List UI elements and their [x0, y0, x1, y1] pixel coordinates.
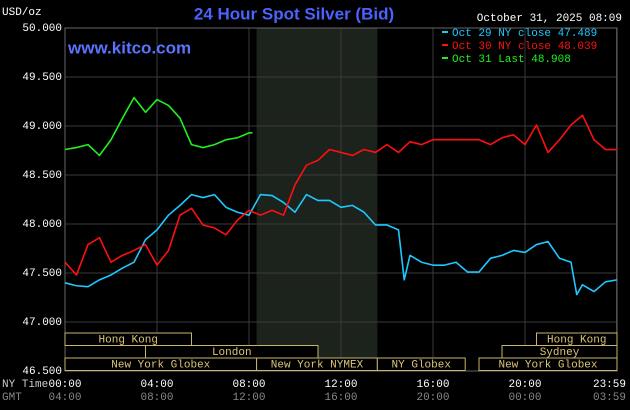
x-tick-label: 08:00	[232, 379, 265, 391]
legend-entry: Oct 29 NY close 47.489	[452, 28, 597, 40]
x-tick-label: 04:00	[140, 379, 173, 391]
legend-swatch	[442, 31, 448, 33]
series-line	[64, 96, 253, 157]
session-label: New York Globex	[111, 360, 210, 372]
x2-tick-label: 08:00	[140, 392, 173, 404]
session-label: New York NYMEX	[271, 360, 364, 372]
legend-swatch	[442, 57, 448, 59]
y-tick-label: 48.500	[22, 170, 62, 182]
session-box	[64, 332, 192, 346]
legend-swatch	[442, 44, 448, 46]
session-label: Hong Kong	[99, 335, 158, 347]
y-tick-label: 47.500	[22, 268, 62, 280]
timestamp: October 31, 2025 08:09	[477, 13, 622, 25]
y-tick-label: 47.000	[22, 317, 62, 329]
session-label: Sydney	[540, 347, 580, 359]
x-tick-label: 23:59	[593, 379, 626, 391]
unit-label: USD/oz	[2, 7, 42, 19]
website: www.kitco.com	[67, 38, 191, 57]
y-tick-label: 49.500	[22, 72, 62, 84]
x-tick-label: 16:00	[416, 379, 449, 391]
x2-tick-label: 03:59	[593, 392, 626, 404]
session-label: New York Globex	[498, 360, 597, 372]
legend-entry: Oct 30 NY close 48.039	[452, 41, 597, 53]
legend-entry: Oct 31 Last 48.908	[452, 54, 571, 66]
x-tick-label: 12:00	[324, 379, 357, 391]
x2-row-label: GMT	[2, 392, 22, 404]
series-line	[64, 193, 618, 296]
x-tick-label: 20:00	[508, 379, 541, 391]
x2-tick-label: 20:00	[416, 392, 449, 404]
y-tick-label: 50.000	[22, 23, 62, 35]
x-row-label: NY Time	[2, 379, 48, 391]
session-label: NY Globex	[392, 360, 452, 372]
x2-tick-label: 04:00	[48, 392, 81, 404]
x2-tick-label: 12:00	[232, 392, 265, 404]
y-tick-label: 49.000	[22, 121, 62, 133]
chart-title: 24 Hour Spot Silver (Bid)	[194, 4, 394, 23]
y-tick-label: 46.500	[22, 366, 62, 378]
x-tick-label: 00:00	[48, 379, 81, 391]
session-box	[376, 357, 466, 371]
x2-tick-label: 16:00	[324, 392, 357, 404]
series-line	[64, 114, 617, 276]
session-box	[478, 357, 618, 371]
session-label: Hong Kong	[547, 335, 606, 347]
x2-tick-label: 00:00	[508, 392, 541, 404]
session-label: London	[212, 347, 252, 359]
y-tick-label: 48.000	[22, 219, 62, 231]
